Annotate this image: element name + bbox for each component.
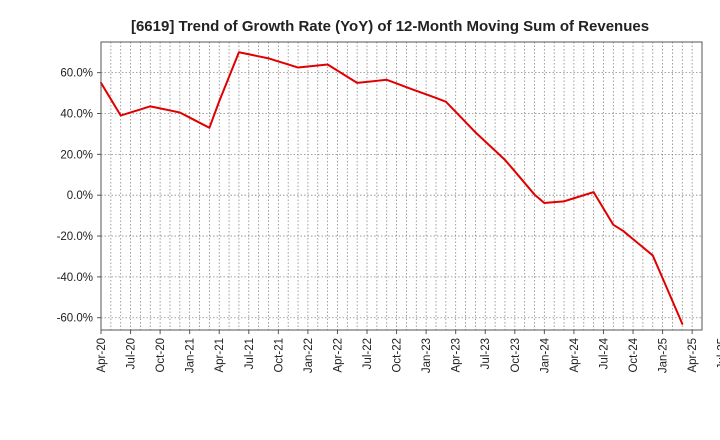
- y-tick-label: 60.0%: [60, 68, 93, 80]
- y-tick-label: 0.0%: [67, 190, 93, 202]
- x-tick-label: Jan-23: [421, 338, 433, 373]
- grid: [101, 42, 702, 330]
- x-tick-label: Jul-24: [598, 337, 610, 369]
- x-tick-label: Jul-25: [717, 338, 720, 369]
- x-tick-label: Apr-21: [214, 338, 226, 373]
- x-tick-label: Apr-25: [687, 338, 699, 373]
- x-tick-label: Oct-23: [510, 338, 522, 373]
- y-axis: 60.0% 40.0% 20.0% 0.0% -20.0% -40.0% -60.0%: [57, 68, 101, 325]
- x-tick-label: Jan-24: [539, 337, 551, 373]
- x-tick-label: Oct-22: [392, 338, 404, 373]
- x-tick-label: Oct-20: [155, 338, 167, 373]
- y-tick-label: -60.0%: [57, 313, 93, 325]
- chart-title: [6619] Trend of Growth Rate (YoY) of 12-…: [131, 18, 649, 35]
- y-tick-label: -40.0%: [57, 272, 93, 284]
- x-tick-label: Oct-24: [628, 337, 640, 372]
- x-axis: Apr-20 Jul-20 Oct-20 Jan-21 Apr-21 Jul-21 Oct-…: [96, 330, 720, 373]
- x-tick-label: Apr-22: [332, 338, 344, 373]
- series-line: [100, 51, 684, 325]
- y-tick-label: -20.0%: [57, 231, 93, 243]
- plot-frame: [100, 41, 703, 331]
- y-tick-label: 20.0%: [60, 149, 93, 161]
- x-tick-label: Apr-23: [451, 338, 463, 373]
- x-tick-label: Jan-25: [658, 338, 670, 373]
- x-tick-label: Jul-20: [126, 338, 138, 369]
- series-layer: [100, 51, 684, 325]
- x-tick-label: Apr-20: [96, 338, 108, 373]
- x-tick-label: Oct-21: [273, 338, 285, 373]
- y-tick-label: 40.0%: [60, 108, 93, 120]
- x-tick-label: Apr-24: [569, 337, 581, 372]
- x-tick-label: Jul-22: [362, 338, 374, 369]
- x-tick-label: Jul-21: [244, 338, 256, 369]
- x-tick-label: Jan-21: [185, 338, 197, 373]
- x-tick-label: Jul-23: [480, 338, 492, 369]
- x-tick-label: Jan-22: [303, 338, 315, 373]
